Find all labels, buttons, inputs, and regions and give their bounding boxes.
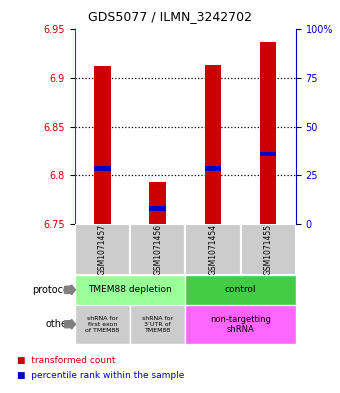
Bar xyxy=(130,224,185,275)
Text: non-targetting
shRNA: non-targetting shRNA xyxy=(210,314,271,334)
Text: GSM1071454: GSM1071454 xyxy=(208,224,217,275)
Bar xyxy=(94,66,111,224)
Bar xyxy=(94,166,111,171)
Bar xyxy=(205,66,221,224)
Text: shRNA for
first exon
of TMEM88: shRNA for first exon of TMEM88 xyxy=(85,316,120,332)
Text: protocol: protocol xyxy=(32,285,71,295)
Text: ■  transformed count: ■ transformed count xyxy=(17,356,116,365)
Bar xyxy=(260,152,276,156)
Bar xyxy=(75,305,130,344)
Text: GDS5077 / ILMN_3242702: GDS5077 / ILMN_3242702 xyxy=(88,10,252,23)
Text: GSM1071455: GSM1071455 xyxy=(264,224,273,275)
Bar xyxy=(185,275,296,305)
Text: TMEM88 depletion: TMEM88 depletion xyxy=(88,285,172,294)
Bar xyxy=(149,206,166,211)
Text: GSM1071457: GSM1071457 xyxy=(98,224,107,275)
Bar xyxy=(241,224,296,275)
Text: shRNA for
3’UTR of
TMEM88: shRNA for 3’UTR of TMEM88 xyxy=(142,316,173,332)
Bar xyxy=(185,305,296,344)
Bar xyxy=(185,224,241,275)
Bar xyxy=(130,305,185,344)
Text: ■  percentile rank within the sample: ■ percentile rank within the sample xyxy=(17,371,184,380)
Bar xyxy=(149,182,166,224)
Bar xyxy=(75,224,130,275)
Text: other: other xyxy=(46,319,71,329)
Text: control: control xyxy=(225,285,256,294)
Bar xyxy=(75,275,185,305)
Bar xyxy=(260,42,276,224)
Text: GSM1071456: GSM1071456 xyxy=(153,224,162,275)
Bar xyxy=(205,166,221,171)
